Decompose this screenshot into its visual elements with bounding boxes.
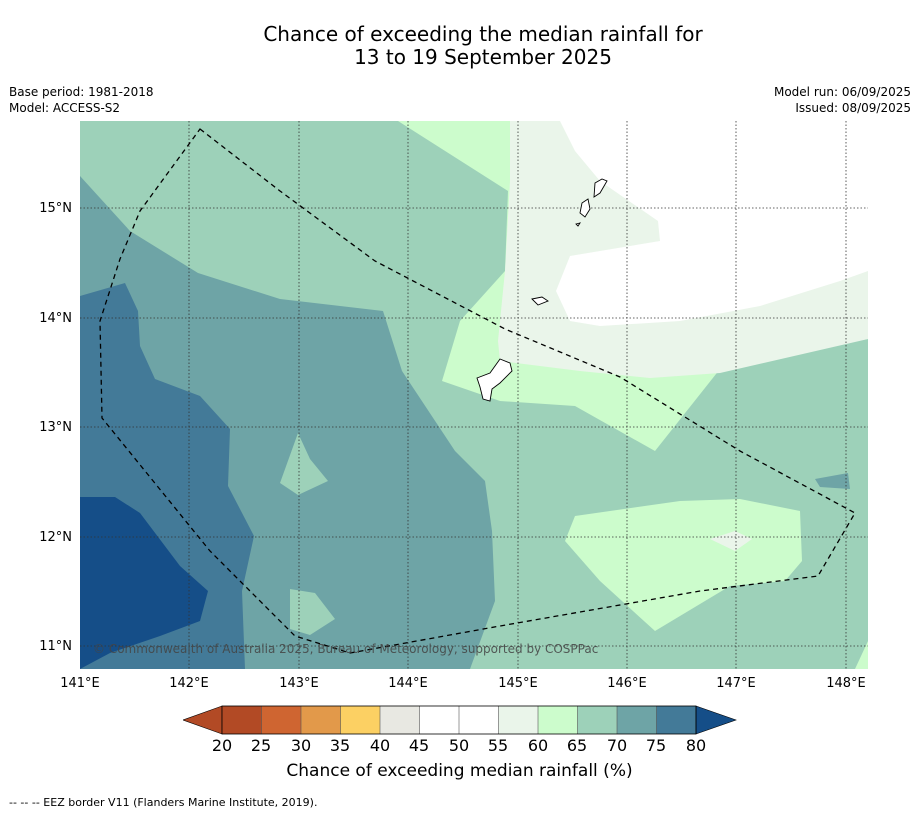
island-aguijan xyxy=(575,222,582,227)
region-80 xyxy=(80,497,208,669)
lon-label-141e: 141°E xyxy=(60,676,100,691)
colorbar-60-65 xyxy=(538,706,578,734)
issued-date: Issued: 08/09/2025 xyxy=(795,101,911,115)
region-65-70-pocket-1 xyxy=(280,433,328,495)
colorbar-65-70 xyxy=(577,706,617,734)
lat-label-14n: 14°N xyxy=(39,311,72,326)
lat-label-12n: 12°N xyxy=(39,530,72,545)
colorbar-50-55 xyxy=(459,706,499,734)
lon-label-144e: 144°E xyxy=(388,676,428,691)
colorbar-30-35 xyxy=(301,706,341,734)
model-name: Model: ACCESS-S2 xyxy=(9,101,121,115)
colorbar-tick-80: 80 xyxy=(685,736,707,755)
island-outlines xyxy=(476,178,608,402)
colorbar-high-arrow xyxy=(695,705,737,735)
colorbar-svg xyxy=(182,705,737,735)
lon-label-143e: 143°E xyxy=(279,676,319,691)
region-60-65-corner xyxy=(855,641,868,669)
colorbar xyxy=(182,705,738,735)
colorbar-tick-25: 25 xyxy=(250,736,272,755)
lat-label-15n: 15°N xyxy=(39,201,72,216)
island-rota xyxy=(531,296,549,306)
lon-label-142e: 142°E xyxy=(169,676,209,691)
title-line-1: Chance of exceeding the median rainfall … xyxy=(263,22,703,46)
colorbar-tick-20: 20 xyxy=(211,736,233,755)
colorbar-tick-35: 35 xyxy=(329,736,351,755)
colorbar-tick-30: 30 xyxy=(290,736,312,755)
gridlines xyxy=(80,121,868,669)
eez-legend-footer: -- -- -- EEZ border V11 (Flanders Marine… xyxy=(9,796,318,809)
meta-left: Base period: 1981-2018 Model: ACCESS-S2 xyxy=(9,84,154,116)
colorbar-tick-55: 55 xyxy=(487,736,509,755)
colorbar-tick-65: 65 xyxy=(566,736,588,755)
colorbar-tick-60: 60 xyxy=(527,736,549,755)
lon-label-146e: 146°E xyxy=(607,676,647,691)
colorbar-low-arrow xyxy=(182,705,223,735)
chart-title: Chance of exceeding the median rainfall … xyxy=(0,23,919,69)
colorbar-tick-40: 40 xyxy=(369,736,391,755)
lon-label-147e: 147°E xyxy=(716,676,756,691)
island-guam xyxy=(476,358,513,402)
colorbar-45-50 xyxy=(419,706,459,734)
region-60-65-blob xyxy=(565,499,802,631)
colorbar-70-75 xyxy=(617,706,657,734)
rainfall-map xyxy=(80,121,868,669)
region-65-70-pocket-2 xyxy=(290,589,335,635)
colorbar-tick-75: 75 xyxy=(645,736,667,755)
colorbar-55-60 xyxy=(498,706,538,734)
colorbar-40-45 xyxy=(380,706,420,734)
colorbar-20-25 xyxy=(222,706,262,734)
region-45-55 xyxy=(556,121,868,326)
eez-border xyxy=(99,128,856,654)
map-svg xyxy=(80,121,868,669)
region-70-75-patch xyxy=(815,473,850,489)
colorbar-35-40 xyxy=(340,706,380,734)
meta-right: Model run: 06/09/2025 Issued: 08/09/2025 xyxy=(774,84,911,116)
colorbar-label: Chance of exceeding median rainfall (%) xyxy=(286,761,633,781)
base-period: Base period: 1981-2018 xyxy=(9,85,154,99)
colorbar-25-30 xyxy=(261,706,301,734)
title-line-2: 13 to 19 September 2025 xyxy=(354,45,612,69)
lat-label-13n: 13°N xyxy=(39,420,72,435)
colorbar-tick-45: 45 xyxy=(408,736,430,755)
island-tinian xyxy=(579,198,591,218)
lon-label-145e: 145°E xyxy=(498,676,538,691)
island-saipan xyxy=(593,178,608,198)
region-55-60-patch xyxy=(710,531,752,551)
lat-label-11n: 11°N xyxy=(39,639,72,654)
colorbar-75-80 xyxy=(656,706,696,734)
lon-label-148e: 148°E xyxy=(826,676,866,691)
colorbar-tick-50: 50 xyxy=(448,736,470,755)
colorbar-tick-70: 70 xyxy=(606,736,628,755)
copyright-text: © Commonwealth of Australia 2025, Bureau… xyxy=(93,642,599,656)
model-run: Model run: 06/09/2025 xyxy=(773,85,911,99)
